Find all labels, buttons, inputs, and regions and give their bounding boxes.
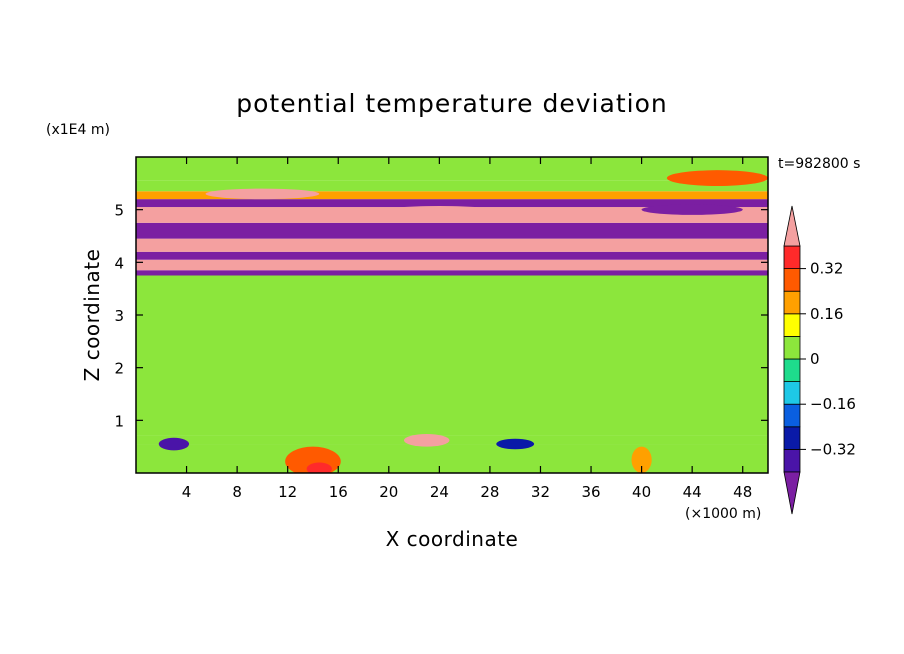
field-band-12: [136, 157, 768, 181]
field-band-9: [136, 199, 768, 208]
field-patch-2: [403, 434, 450, 447]
x-tick-label: 4: [182, 483, 192, 501]
colorbar-label: 0.16: [810, 305, 843, 323]
field-band-2: [136, 275, 768, 436]
y-unit-label: (x1E4 m): [46, 122, 110, 138]
colorbar: 0.32 0.16 0 −0.16 −0.32: [783, 205, 856, 515]
colorbar-swatch: [783, 245, 801, 270]
x-tick-label: 44: [683, 483, 702, 501]
y-axis: 1 2 3 4 5: [114, 202, 768, 430]
field-patch-3: [631, 446, 652, 473]
y-tick-label: 1: [114, 412, 124, 430]
field-patch-8: [641, 204, 743, 215]
x-tick-label: 16: [329, 483, 348, 501]
y-tick-label: 5: [114, 202, 124, 220]
field-band-0: [136, 444, 768, 473]
colorbar-extend-max: [783, 205, 801, 247]
field-patch-9: [376, 205, 503, 219]
y-axis-label: Z coordinate: [80, 249, 104, 382]
colorbar-swatch: [783, 290, 801, 315]
field-band-1: [136, 435, 768, 445]
x-tick-label: 36: [581, 483, 600, 501]
colorbar-swatch: [783, 313, 801, 337]
x-tick-label: 8: [232, 483, 242, 501]
colorbar-extend-min: [783, 471, 801, 515]
colorbar-label: −0.32: [810, 440, 856, 458]
x-tick-label: 40: [632, 483, 651, 501]
y-tick-label: 2: [114, 360, 124, 378]
x-axis-label: X coordinate: [386, 527, 519, 551]
x-tick-label: 12: [278, 483, 297, 501]
y-tick-label: 4: [114, 254, 124, 272]
chart-title: potential temperature deviation: [236, 89, 667, 118]
x-tick-label: 32: [531, 483, 550, 501]
colorbar-swatch: [783, 381, 801, 405]
y-tick-label: 3: [114, 307, 124, 325]
colorbar-swatch: [783, 403, 801, 428]
field-band-3: [136, 270, 768, 276]
x-tick-label: 28: [480, 483, 499, 501]
field-band-5: [136, 251, 768, 260]
field-band-6: [136, 238, 768, 252]
field-patch-6: [666, 170, 768, 186]
colorbar-swatch: [783, 335, 801, 360]
field-band-4: [136, 259, 768, 271]
colorbar-swatch: [783, 426, 801, 450]
x-tick-label: 24: [430, 483, 449, 501]
field-band-11: [136, 180, 768, 192]
x-tick-label: 20: [379, 483, 398, 501]
colorbar-label: 0: [810, 350, 820, 368]
field-patch-5: [496, 438, 535, 450]
time-label: t=982800 s: [778, 156, 860, 172]
field-band-10: [136, 191, 768, 200]
x-unit-label: (×1000 m): [685, 506, 761, 522]
colorbar-label: −0.16: [810, 395, 856, 413]
field-patch-1: [306, 462, 332, 473]
colorbar-swatch: [783, 448, 801, 473]
field-patch-7: [205, 188, 320, 200]
field-band-7: [136, 222, 768, 239]
colorbar-swatch: [783, 358, 801, 383]
contour-field: [136, 157, 768, 473]
field-patch-4: [158, 437, 190, 451]
x-tick-label: 48: [733, 483, 752, 501]
colorbar-swatch: [783, 268, 801, 292]
colorbar-label: 0.32: [810, 260, 843, 278]
x-axis: 4 8 12 16 20 24 28 32 36 40 44 48: [182, 157, 752, 501]
